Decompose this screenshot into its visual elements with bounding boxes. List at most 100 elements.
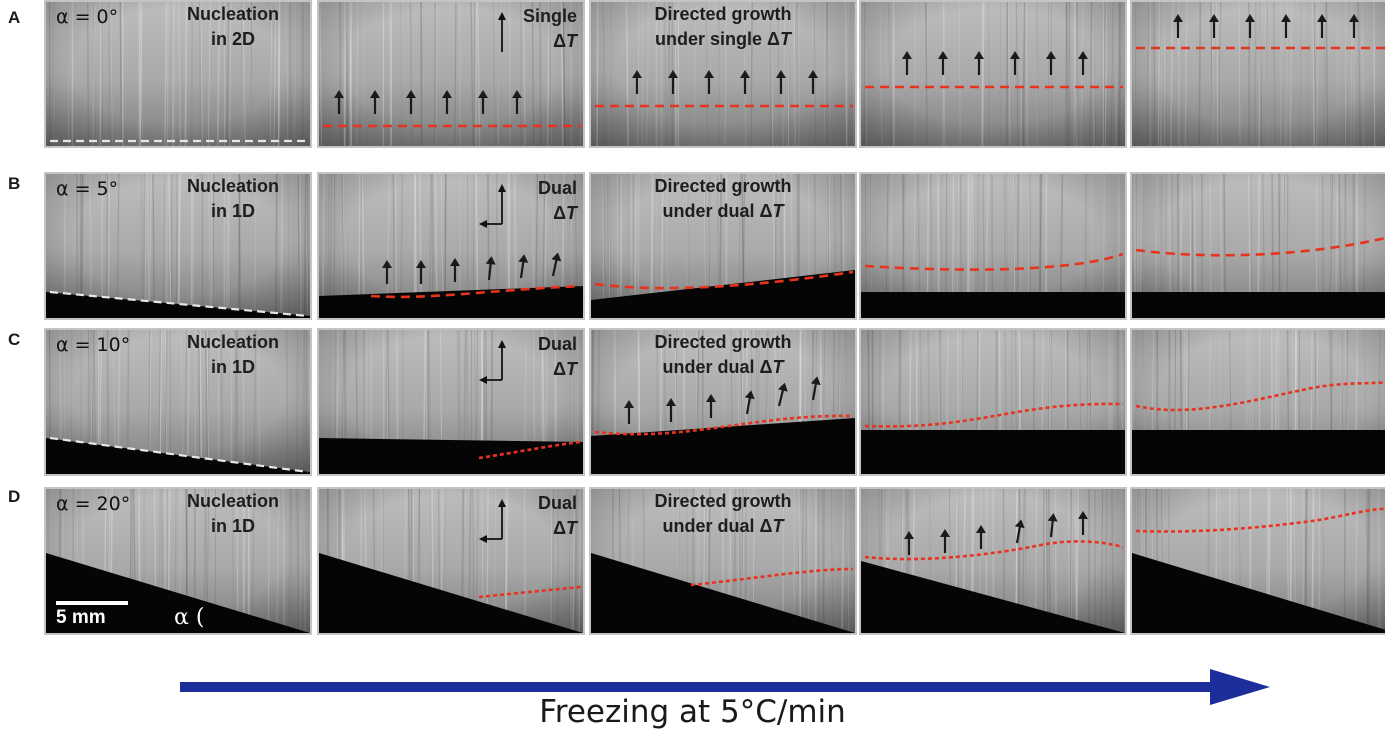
gradient-line2: ΔT [553, 31, 577, 51]
growth-arrow-icon [334, 90, 344, 114]
growth-arrow-icon [938, 51, 948, 75]
growth-arrow-icon [810, 376, 821, 401]
freeze-front-line [478, 585, 582, 599]
growth-arrow-icon [1010, 51, 1020, 75]
gradient-caption-b: Dual ΔT [521, 176, 577, 226]
row-letter-a: A [8, 8, 21, 27]
growth-arrow-icon [370, 90, 380, 114]
micrograph-image [591, 489, 855, 633]
panel-d-5 [1130, 487, 1385, 635]
growth-line1: Directed growth [654, 176, 792, 196]
freeze-front-line [478, 440, 582, 460]
freeze-front-line [864, 252, 1124, 271]
panel-c-4 [859, 328, 1127, 476]
micrograph-image [591, 330, 855, 474]
growth-arrow-icon [1046, 51, 1056, 75]
growth-arrow-icon [1349, 14, 1359, 38]
nucleation-line2: in 1D [210, 516, 255, 536]
frozen-region [319, 438, 583, 474]
growth-arrow-icon [1047, 513, 1058, 538]
freeze-front-line [1135, 381, 1385, 412]
panel-b-2: Dual ΔT [317, 172, 585, 320]
frozen-region [861, 430, 1125, 474]
panel-d-1: α = 20° Nucleation in 1D 5 mm α ( [44, 487, 312, 635]
micrograph-image [861, 330, 1125, 474]
row-letter-b: B [8, 174, 21, 193]
gradient-line1: Dual [537, 493, 577, 513]
frozen-region [319, 286, 583, 318]
growth-line2: under dual ΔT [662, 516, 784, 536]
freeze-front-line [1135, 507, 1385, 533]
freeze-front-line [864, 402, 1124, 428]
frozen-region [46, 553, 310, 633]
alpha-label-a: α = 0° [56, 6, 119, 28]
frozen-region [591, 270, 855, 318]
scale-bar [56, 601, 128, 605]
growth-arrow-icon [478, 90, 488, 114]
freeze-front-line [370, 284, 582, 299]
micrograph-image [1132, 330, 1385, 474]
growth-arrow-icon [976, 525, 986, 549]
growth-arrow-icon [1173, 14, 1183, 38]
nucleation-caption-b: Nucleation in 1D [158, 174, 308, 224]
panel-c-2: Dual ΔT [317, 328, 585, 476]
panel-c-3: Directed growth under dual ΔT [589, 328, 857, 476]
nucleation-caption-d: Nucleation in 1D [158, 489, 308, 539]
growth-arrow-icon [1245, 14, 1255, 38]
vignette [1132, 2, 1385, 146]
growth-caption-b: Directed growth under dual ΔT [595, 174, 851, 224]
growth-arrow-icon [940, 529, 950, 553]
micrograph-image [319, 2, 583, 146]
growth-arrow-icon [666, 398, 676, 422]
growth-arrow-icon [1078, 51, 1088, 75]
growth-caption-a: Directed growth under single ΔT [595, 2, 851, 52]
micrograph-image [319, 174, 583, 318]
growth-arrow-icon [1317, 14, 1327, 38]
gradient-caption-a: Single ΔT [521, 4, 577, 54]
gradient-line1: Dual [537, 178, 577, 198]
timeline-arrow-head [1210, 669, 1270, 705]
growth-caption-d: Directed growth under dual ΔT [595, 489, 851, 539]
growth-line2: under single ΔT [655, 29, 791, 49]
frozen-region [591, 553, 855, 633]
frozen-region [1132, 430, 1385, 474]
micrograph-image [861, 489, 1125, 633]
scale-bar-label: 5 mm [56, 607, 106, 628]
nucleation-line1: Nucleation [186, 176, 279, 196]
growth-arrow-icon [485, 256, 496, 281]
panel-a-1: α = 0° Nucleation in 2D [44, 0, 312, 148]
growth-arrow-icon [1014, 519, 1025, 544]
vignette [46, 2, 310, 146]
micrograph-image [861, 174, 1125, 318]
micrograph-image [46, 489, 310, 633]
panel-a-3: Directed growth under single ΔT [589, 0, 857, 148]
panel-b-1: α = 5° Nucleation in 1D [44, 172, 312, 320]
row-letter-d: D [8, 487, 21, 506]
growth-arrow-icon [518, 254, 529, 279]
panel-b-3: Directed growth under dual ΔT [589, 172, 857, 320]
growth-line1: Directed growth [654, 4, 792, 24]
nucleation-line1: Nucleation [186, 4, 279, 24]
frozen-region [591, 418, 855, 474]
growth-line2: under dual ΔT [662, 357, 784, 377]
nucleation-caption-c: Nucleation in 1D [158, 330, 308, 380]
growth-arrow-icon [974, 51, 984, 75]
dual-gradient-icon [479, 340, 506, 384]
frozen-region [1132, 292, 1385, 318]
micrograph-image [1132, 2, 1385, 146]
nucleation-line1: Nucleation [186, 491, 279, 511]
frozen-region [861, 561, 1125, 633]
growth-arrow-icon [632, 70, 642, 94]
panel-d-2: Dual ΔT [317, 487, 585, 635]
growth-line1: Directed growth [654, 491, 792, 511]
gradient-line1: Single [522, 6, 577, 26]
timeline-arrow-shaft [180, 682, 1220, 692]
panel-b-5 [1130, 172, 1385, 320]
nucleation-line2: in 2D [210, 29, 255, 49]
growth-arrow-icon [416, 260, 426, 284]
freeze-front-line [864, 540, 1124, 561]
dual-gradient-icon [479, 184, 506, 228]
growth-arrow-icon [1078, 511, 1088, 535]
growth-arrow-icon [904, 531, 914, 555]
growth-arrow-icon [551, 252, 562, 277]
